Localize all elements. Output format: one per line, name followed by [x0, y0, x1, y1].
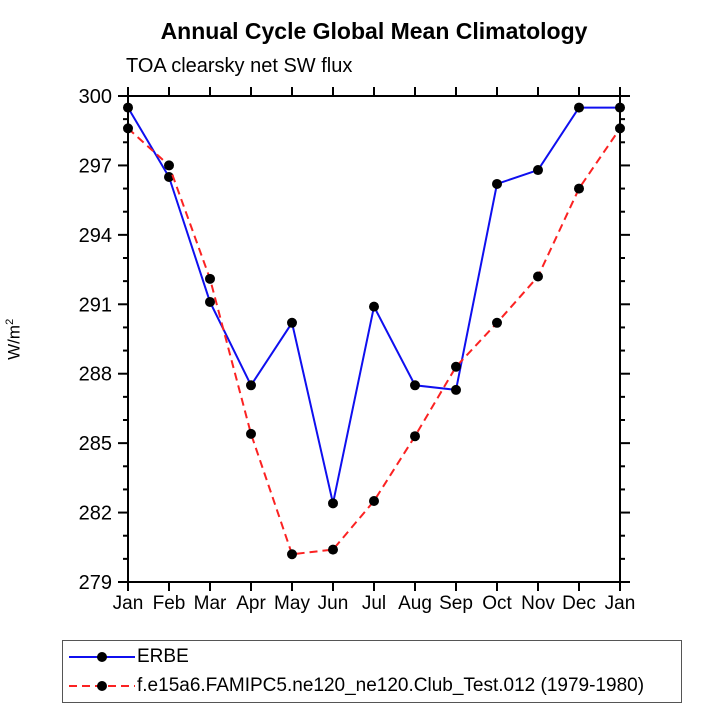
legend-marker-0: [97, 652, 107, 662]
x-tick-label: Apr: [236, 593, 266, 614]
x-tick-label: Mar: [194, 593, 227, 614]
data-point-marker: [492, 178, 502, 189]
data-point-marker: [328, 498, 338, 509]
data-point-marker: [615, 102, 625, 113]
x-tick-label: Oct: [482, 593, 512, 614]
y-tick-label: 294: [79, 225, 112, 247]
x-tick-label: Jul: [362, 593, 386, 614]
data-point-marker: [287, 549, 297, 560]
data-point-marker: [574, 183, 584, 194]
x-tick-label: Jan: [605, 593, 636, 614]
data-point-marker: [328, 544, 338, 555]
data-point-marker: [246, 380, 256, 391]
x-tick-label: Feb: [153, 593, 186, 614]
axis-frame: [127, 95, 621, 583]
data-point-marker: [369, 496, 379, 506]
data-point-marker: [451, 361, 461, 372]
y-tick-label: 291: [79, 294, 112, 316]
y-tick-label: 288: [79, 364, 112, 386]
y-tick-label: 285: [79, 433, 112, 455]
y-tick-label: 279: [79, 572, 112, 594]
data-point-marker: [164, 172, 174, 182]
data-point-marker: [410, 380, 420, 391]
data-point-marker: [164, 160, 174, 171]
data-point-marker: [615, 123, 625, 134]
data-point-marker: [369, 301, 379, 312]
data-point-marker: [492, 317, 502, 328]
legend-box: ERBE f.e15a6.FAMIPC5.ne120_ne120.Club_Te…: [62, 640, 682, 703]
data-point-marker: [246, 428, 256, 439]
data-point-marker: [205, 296, 215, 307]
chart-subtitle: TOA clearsky net SW flux: [126, 55, 353, 77]
x-tick-label: May: [274, 593, 310, 614]
series-line-1: [127, 127, 621, 556]
y-tick-label: 282: [79, 503, 112, 525]
data-point-marker: [533, 271, 543, 282]
erbe-line-sample-icon: [69, 652, 135, 662]
data-point-marker: [287, 317, 297, 328]
y-tick-label: 297: [79, 155, 112, 177]
data-point-marker: [451, 384, 461, 395]
data-point-marker: [205, 273, 215, 284]
x-tick-label: Nov: [521, 593, 555, 614]
x-tick-label: Jan: [113, 593, 144, 614]
data-point-marker: [123, 123, 133, 134]
chart-title: Annual Cycle Global Mean Climatology: [160, 18, 588, 44]
y-tick-label: 300: [79, 86, 112, 108]
data-point-marker: [574, 102, 584, 113]
x-tick-label: Sep: [439, 593, 473, 614]
legend-label-model: f.e15a6.FAMIPC5.ne120_ne120.Club_Test.01…: [137, 675, 645, 696]
legend-label-erbe: ERBE: [137, 646, 189, 667]
x-tick-label: Aug: [398, 593, 432, 614]
data-point-marker: [533, 165, 543, 176]
legend-marker-1: [97, 681, 107, 691]
legend-row-erbe: ERBE: [63, 643, 681, 672]
legend-row-model: f.e15a6.FAMIPC5.ne120_ne120.Club_Test.01…: [63, 672, 681, 701]
model-line-sample-icon: [69, 681, 135, 691]
data-point-marker: [410, 431, 420, 442]
x-tick-label: Dec: [562, 593, 596, 614]
data-point-marker: [123, 102, 133, 113]
x-tick-label: Jun: [318, 593, 349, 614]
